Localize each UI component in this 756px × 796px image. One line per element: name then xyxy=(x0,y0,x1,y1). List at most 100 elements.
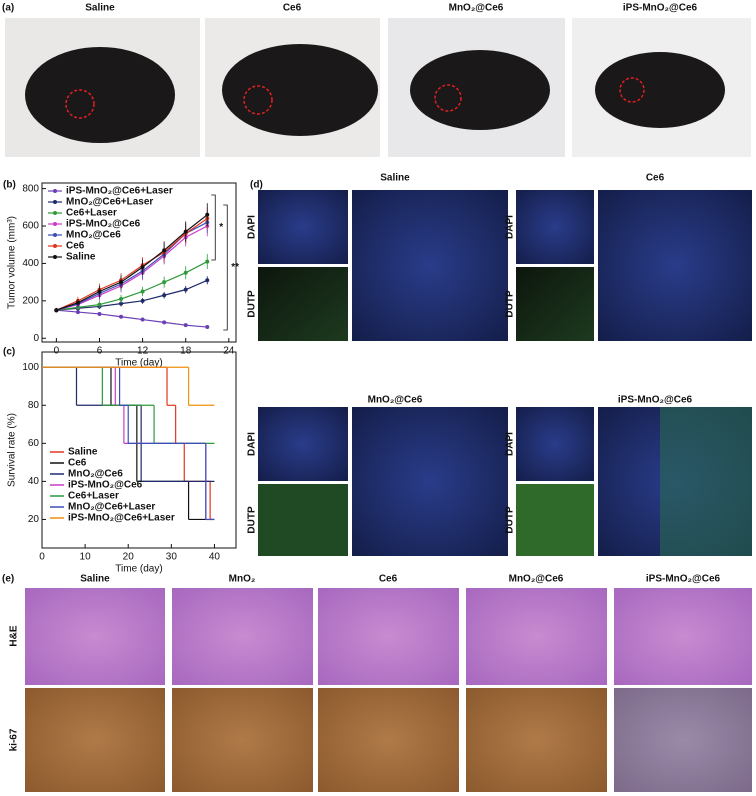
data-point xyxy=(97,311,102,316)
series-line xyxy=(56,214,208,311)
legend-label: iPS-MnO₂@Ce6 xyxy=(68,480,143,491)
y-tick-label: 80 xyxy=(28,400,40,411)
series-line xyxy=(56,261,208,311)
image xyxy=(318,588,459,685)
x-tick-label: 0 xyxy=(54,346,60,357)
y-axis-label: Survival rate (%) xyxy=(7,413,18,487)
group-title: Saline xyxy=(380,173,410,184)
stain-label: DUTP xyxy=(247,290,258,318)
image xyxy=(614,688,752,792)
column-title: Ce6 xyxy=(379,574,398,585)
y-tick-label: 400 xyxy=(22,258,39,269)
image xyxy=(25,588,165,685)
data-point xyxy=(205,259,210,264)
y-tick-label: 20 xyxy=(28,514,40,525)
image xyxy=(352,407,508,556)
x-tick-label: 18 xyxy=(180,346,192,357)
tumor-circle xyxy=(243,85,273,115)
group-title: iPS-MnO₂@Ce6 xyxy=(618,395,693,406)
photo-title: MnO₂@Ce6 xyxy=(449,3,504,14)
series-line xyxy=(56,218,208,311)
data-point xyxy=(205,212,210,217)
column-title: iPS-MnO₂@Ce6 xyxy=(646,574,721,585)
mouse xyxy=(410,50,550,130)
data-point xyxy=(183,229,188,234)
x-tick-label: 40 xyxy=(209,552,221,563)
significance-label: ** xyxy=(231,262,239,273)
image xyxy=(172,688,313,792)
panel-label: (b) xyxy=(3,180,16,191)
group-title: MnO₂@Ce6 xyxy=(368,395,423,406)
legend-label: MnO₂@Ce6+Laser xyxy=(68,502,155,513)
stain-label: DUTP xyxy=(505,506,516,534)
stain-label: DAPI xyxy=(505,432,516,456)
x-tick-label: 6 xyxy=(97,346,103,357)
x-tick-label: 24 xyxy=(223,346,235,357)
data-point xyxy=(75,300,80,305)
data-point xyxy=(162,320,167,325)
image xyxy=(258,484,348,556)
plot-frame xyxy=(41,182,237,343)
data-point xyxy=(54,308,59,313)
column-title: Saline xyxy=(80,574,110,585)
legend-label: Saline xyxy=(66,252,96,263)
legend-marker xyxy=(53,222,57,226)
group-title: Ce6 xyxy=(646,173,665,184)
image-overlay xyxy=(660,407,752,556)
mouse xyxy=(222,44,378,136)
tumor-circle xyxy=(65,89,95,119)
histology-images xyxy=(25,588,752,792)
data-point xyxy=(162,280,167,285)
row-label: ki-67 xyxy=(9,728,20,751)
data-point xyxy=(97,289,102,294)
plot-frame xyxy=(41,351,237,549)
legend-label: MnO₂@Ce6 xyxy=(66,230,121,241)
series-line xyxy=(56,225,208,311)
data-point xyxy=(183,287,188,292)
image xyxy=(614,588,752,685)
legend-label: Ce6 xyxy=(66,241,85,252)
column-title: MnO₂@Ce6 xyxy=(509,574,564,585)
stain-label: DAPI xyxy=(247,432,258,456)
mouse xyxy=(25,47,175,143)
x-tick-label: 30 xyxy=(166,552,178,563)
image xyxy=(258,190,348,264)
panel-label: (c) xyxy=(3,347,15,358)
tumor-circle xyxy=(434,84,462,112)
legend-label: iPS-MnO₂@Ce6+Laser xyxy=(66,186,173,197)
data-point xyxy=(140,289,145,294)
y-axis-label: Tumor volume (mm³) xyxy=(7,216,18,309)
x-tick-label: 0 xyxy=(39,552,45,563)
data-point xyxy=(162,293,167,298)
legend-label: iPS-MnO₂@Ce6+Laser xyxy=(68,513,175,524)
data-point xyxy=(183,270,188,275)
y-tick-label: 200 xyxy=(22,295,39,306)
photo-title: Saline xyxy=(85,3,115,14)
legend-marker xyxy=(53,211,57,215)
x-tick-label: 10 xyxy=(80,552,92,563)
y-tick-label: 40 xyxy=(28,476,40,487)
row-label: H&E xyxy=(9,625,20,646)
image xyxy=(516,484,594,556)
y-tick-label: 0 xyxy=(33,333,39,344)
image xyxy=(598,190,752,341)
significance-bracket xyxy=(223,204,228,331)
image xyxy=(516,407,594,481)
image xyxy=(172,588,313,685)
series-line xyxy=(56,309,208,328)
data-point xyxy=(205,325,210,330)
stain-label: DAPI xyxy=(247,215,258,239)
image xyxy=(258,267,348,341)
mouse-photos xyxy=(5,18,751,157)
legend-label: Ce6 xyxy=(68,458,87,469)
y-tick-label: 600 xyxy=(22,221,39,232)
image xyxy=(466,588,607,685)
stain-label: DUTP xyxy=(247,506,258,534)
stain-label: DUTP xyxy=(505,290,516,318)
y-tick-label: 100 xyxy=(22,362,39,373)
data-point xyxy=(119,301,124,306)
data-point xyxy=(97,302,102,307)
panel-label: (e) xyxy=(2,574,14,585)
image xyxy=(258,407,348,481)
